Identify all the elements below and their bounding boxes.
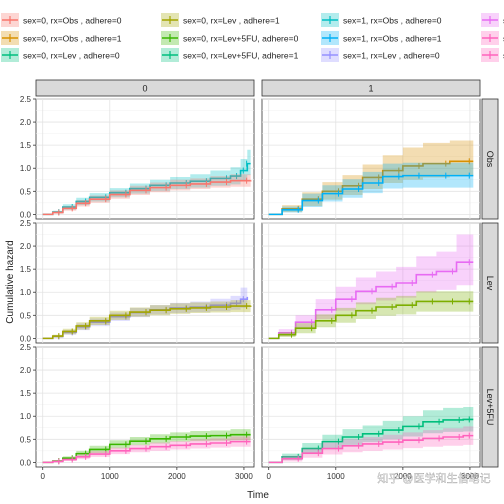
panel: 0.0 0.5 1.0 1.5 2.0 2.5	[20, 219, 255, 344]
legend-entry: sex=1, rx=Lev , adhere=0	[321, 48, 440, 62]
panel-background	[35, 98, 255, 220]
x-tick-label: 0	[266, 472, 271, 481]
legend-entry: sex=0, rx=Lev+5FU, adhere=1	[161, 48, 299, 62]
facet-strip-top	[35, 79, 255, 97]
y-tick-label: 1.5	[20, 265, 32, 274]
legend-entry: sex=1, rx=Lev+5FU, adhere=1	[481, 48, 504, 62]
facet-strip-right	[481, 222, 499, 344]
confidence-band	[42, 429, 251, 463]
y-tick-label: 0.5	[20, 435, 32, 444]
legend: sex=0, rx=Obs , adhere=0 sex=0, rx=Lev , …	[1, 13, 504, 62]
y-tick-label: 1.0	[20, 412, 32, 421]
x-axis-label: Time	[247, 490, 269, 501]
panel-background	[261, 346, 481, 468]
legend-label: sex=1, rx=Obs , adhere=1	[343, 34, 442, 44]
y-tick-label: 2.5	[20, 95, 32, 104]
panel: 0.0 0.5 1.0 1.5 2.0 2.5	[20, 95, 255, 220]
x-tick-label: 2000	[168, 472, 186, 481]
watermark: 知乎 @医学和生信笔记	[377, 471, 490, 485]
facet-strip-top	[261, 79, 481, 97]
y-tick-label: 2.5	[20, 343, 32, 352]
panels: 0 1ObsLevLev+5FU0.00.51.01.52.02.50.00.51…	[20, 79, 499, 481]
legend-entry: sex=1, rx=Lev , adhere=1	[481, 31, 504, 45]
hazard-line	[42, 440, 251, 464]
confidence-band	[268, 234, 474, 339]
hazard-line	[42, 305, 252, 340]
legend-entry: sex=1, rx=Obs , adhere=1	[321, 31, 442, 45]
legend-entry: sex=0, rx=Lev+5FU, adhere=0	[161, 31, 299, 45]
x-tick-label: 3000	[461, 472, 479, 481]
x-tick-label: 1000	[101, 472, 119, 481]
facet-strip-label: 0	[142, 84, 147, 94]
panel	[261, 222, 481, 344]
legend-entry: sex=0, rx=Lev , adhere=1	[161, 13, 280, 27]
legend-label: sex=0, rx=Obs , adhere=1	[23, 34, 122, 44]
facet-strip-label: Lev+5FU	[485, 389, 495, 426]
y-tick-label: 0.0	[20, 334, 32, 343]
y-tick-label: 1.0	[20, 164, 32, 173]
confidence-band	[42, 299, 251, 339]
panel-background	[35, 222, 255, 344]
legend-entry: sex=0, rx=Obs , adhere=0	[1, 13, 122, 27]
legend-label: sex=0, rx=Lev+5FU, adhere=1	[183, 51, 299, 61]
y-tick-label: 2.0	[20, 242, 32, 251]
legend-entry: sex=1, rx=Lev , adhere=0	[481, 13, 504, 27]
y-tick-label: 0.5	[20, 311, 32, 320]
confidence-band	[42, 283, 248, 339]
hazard-line	[268, 300, 474, 340]
legend-entry: sex=1, rx=Obs , adhere=0	[321, 13, 442, 27]
confidence-band	[42, 149, 251, 215]
hazard-line	[268, 434, 474, 464]
y-axis-label: Cumulative hazard	[5, 240, 16, 323]
facet-strip-label: 1	[368, 84, 373, 94]
y-tick-label: 1.0	[20, 288, 32, 297]
panel-background	[261, 98, 481, 220]
y-tick-label: 1.5	[20, 389, 32, 398]
legend-label: sex=0, rx=Lev , adhere=1	[183, 16, 280, 26]
x-tick-label: 3000	[235, 472, 253, 481]
hazard-line	[42, 433, 251, 464]
legend-label: sex=0, rx=Obs , adhere=0	[23, 16, 122, 26]
facet-strip-label: Lev	[485, 276, 495, 291]
facet-strip-right	[481, 346, 499, 468]
y-tick-label: 1.5	[20, 141, 32, 150]
panel	[261, 98, 481, 220]
legend-entry: sex=0, rx=Lev , adhere=0	[1, 48, 120, 62]
panel: 0 1000 2000 3000	[261, 346, 481, 481]
x-tick-label: 0	[40, 472, 45, 481]
x-tick-label: 2000	[394, 472, 412, 481]
x-tick-label: 1000	[327, 472, 345, 481]
y-tick-label: 0.0	[20, 458, 32, 467]
y-tick-label: 2.5	[20, 219, 32, 228]
y-tick-label: 0.0	[20, 210, 32, 219]
y-tick-label: 2.0	[20, 118, 32, 127]
confidence-band	[268, 291, 474, 339]
panel: 0.0 0.5 1.0 1.5 2.0 2.5 0 1000 2000 3000	[20, 343, 255, 481]
facet-strip-label: Obs	[485, 151, 495, 168]
confidence-band	[42, 436, 251, 463]
legend-label: sex=0, rx=Lev , adhere=0	[23, 51, 120, 61]
legend-label: sex=1, rx=Obs , adhere=0	[343, 16, 442, 26]
legend-label: sex=1, rx=Lev , adhere=0	[343, 51, 440, 61]
panel-background	[35, 346, 255, 468]
legend-entry: sex=0, rx=Obs , adhere=1	[1, 31, 122, 45]
facet-strip-right	[481, 98, 499, 220]
y-tick-label: 2.0	[20, 366, 32, 375]
hazard-line	[268, 174, 474, 216]
hazard-line	[42, 179, 252, 216]
legend-label: sex=0, rx=Lev+5FU, adhere=0	[183, 34, 299, 44]
y-tick-label: 0.5	[20, 187, 32, 196]
